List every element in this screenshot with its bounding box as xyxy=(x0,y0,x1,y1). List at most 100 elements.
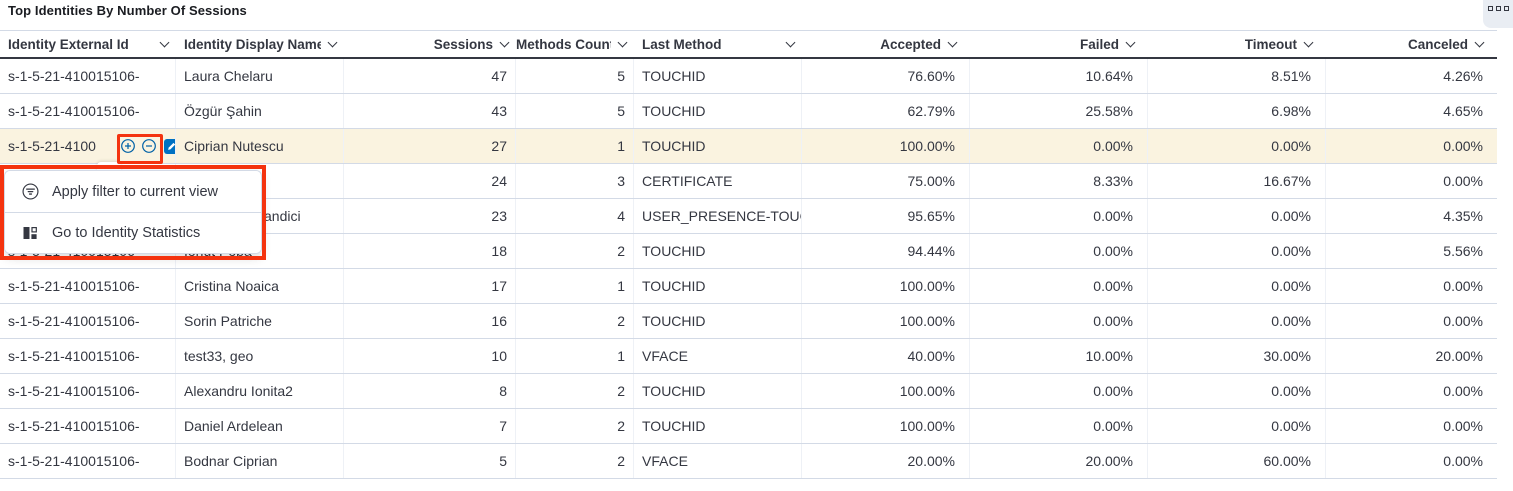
cell-canceled[interactable]: 0.00% xyxy=(1443,383,1483,399)
cell-display_name[interactable]: Daniel Ardelean xyxy=(176,409,344,443)
column-header-accepted[interactable]: Accepted xyxy=(802,31,970,57)
cell-accepted[interactable]: 100.00% xyxy=(802,304,970,338)
cell-sessions[interactable]: 47 xyxy=(344,59,516,93)
cell-sessions[interactable]: 16 xyxy=(344,304,516,338)
cell-timeout[interactable]: 16.67% xyxy=(1148,164,1326,198)
cell-accepted[interactable]: 100.00% xyxy=(802,269,970,303)
edit-pencil-icon[interactable] xyxy=(164,138,175,154)
cell-display_name[interactable]: Bodnar Ciprian xyxy=(176,444,344,478)
cell-failed[interactable]: 25.58% xyxy=(970,94,1148,128)
cell-sessions[interactable]: 18 xyxy=(344,234,516,268)
cell-display_name[interactable]: Ciprian Nutescu xyxy=(176,129,344,163)
column-header-canceled[interactable]: Canceled xyxy=(1326,31,1497,57)
cell-timeout[interactable]: 0.00% xyxy=(1148,199,1326,233)
column-header-display_name[interactable]: Identity Display Name xyxy=(176,31,344,57)
cell-timeout[interactable]: 0.00% xyxy=(1148,374,1326,408)
cell-display_name[interactable]: Alexandru Ionita2 xyxy=(176,374,344,408)
table-row[interactable]: s-1-5-21-410015106- Alexandru Ionita2 8 2 TO… xyxy=(0,374,1497,409)
cell-accepted[interactable]: 100.00% xyxy=(802,129,970,163)
cell-canceled[interactable]: 0.00% xyxy=(1443,453,1483,469)
cell-external_id[interactable]: s-1-5-21-410015106- xyxy=(0,94,176,128)
cell-last_method[interactable]: TOUCHID xyxy=(634,304,802,338)
cell-display_name[interactable]: andici xyxy=(176,199,344,233)
cell-external_id[interactable]: s-1-5-21-410015106- xyxy=(0,304,176,338)
cell-methods_count[interactable]: 5 xyxy=(516,94,634,128)
cell-display_name[interactable]: Özgür Şahin xyxy=(176,94,344,128)
cell-failed[interactable]: 0.00% xyxy=(970,304,1148,338)
cell-methods_count[interactable]: 5 xyxy=(516,59,634,93)
cell-methods_count[interactable]: 3 xyxy=(516,164,634,198)
cell-display_name[interactable]: test33, geo xyxy=(176,339,344,373)
cell-methods_count[interactable]: 2 xyxy=(516,409,634,443)
cell-timeout[interactable]: 0.00% xyxy=(1148,409,1326,443)
table-row[interactable]: s-1-5-21-410015106- Cristina Noaica 17 1 TOU… xyxy=(0,269,1497,304)
cell-sessions[interactable]: 17 xyxy=(344,269,516,303)
cell-accepted[interactable]: 100.00% xyxy=(802,409,970,443)
cell-last_method[interactable]: TOUCHID xyxy=(634,409,802,443)
cell-failed[interactable]: 10.64% xyxy=(970,59,1148,93)
cell-timeout[interactable]: 8.51% xyxy=(1148,59,1326,93)
cell-external_id[interactable]: s-1-5-21-410015106- xyxy=(0,444,176,478)
cell-canceled[interactable]: 0.00% xyxy=(1443,278,1483,294)
cell-methods_count[interactable]: 4 xyxy=(516,199,634,233)
cell-accepted[interactable]: 20.00% xyxy=(802,444,970,478)
cell-last_method[interactable]: TOUCHID xyxy=(634,234,802,268)
cell-methods_count[interactable]: 2 xyxy=(516,374,634,408)
cell-failed[interactable]: 20.00% xyxy=(970,444,1148,478)
cell-external_id[interactable]: s-1-5-21-4100 xyxy=(0,129,176,163)
cell-last_method[interactable]: TOUCHID xyxy=(634,94,802,128)
cell-timeout[interactable]: 0.00% xyxy=(1148,234,1326,268)
cell-timeout[interactable]: 0.00% xyxy=(1148,304,1326,338)
table-row[interactable]: s-1-5-21-410015106- Özgür Şahin 43 5 TOUCHID… xyxy=(0,94,1497,129)
table-row[interactable]: s-1-5-21-4100 Ciprian Nutescu 27 1 TOUCHID 10… xyxy=(0,129,1497,164)
cell-sessions[interactable]: 5 xyxy=(344,444,516,478)
cell-sessions[interactable]: 10 xyxy=(344,339,516,373)
cell-failed[interactable]: 0.00% xyxy=(970,374,1148,408)
cell-canceled[interactable]: 4.65% xyxy=(1443,103,1483,119)
cell-display_name[interactable]: Sorin Patriche xyxy=(176,304,344,338)
cell-canceled[interactable]: 0.00% xyxy=(1443,418,1483,434)
cell-failed[interactable]: 0.00% xyxy=(970,234,1148,268)
cell-sessions[interactable]: 27 xyxy=(344,129,516,163)
cell-methods_count[interactable]: 1 xyxy=(516,339,634,373)
cell-methods_count[interactable]: 1 xyxy=(516,269,634,303)
column-header-timeout[interactable]: Timeout xyxy=(1148,31,1326,57)
cell-display_name[interactable] xyxy=(176,164,344,198)
table-row[interactable]: s-1-5-21-410015106- Laura Chelaru 47 5 TOUCH… xyxy=(0,59,1497,94)
cell-timeout[interactable]: 0.00% xyxy=(1148,269,1326,303)
cell-external_id[interactable]: s-1-5-21-410015106- xyxy=(0,409,176,443)
table-row[interactable]: s-1-5-21-410015106- test33, geo 10 1 VFACE 40… xyxy=(0,339,1497,374)
cell-external_id[interactable]: s-1-5-21-410015106- xyxy=(0,269,176,303)
cell-last_method[interactable]: TOUCHID xyxy=(634,269,802,303)
cell-failed[interactable]: 0.00% xyxy=(970,269,1148,303)
cell-timeout[interactable]: 60.00% xyxy=(1148,444,1326,478)
cell-last_method[interactable]: VFACE xyxy=(634,444,802,478)
column-header-external_id[interactable]: Identity External Id xyxy=(0,31,176,57)
cell-timeout[interactable]: 6.98% xyxy=(1148,94,1326,128)
cell-failed[interactable]: 0.00% xyxy=(970,409,1148,443)
cell-display_name[interactable]: Cristina Noaica xyxy=(176,269,344,303)
table-row[interactable]: s-1-5-21-410015106- Bodnar Ciprian 5 2 VFACE… xyxy=(0,444,1497,479)
cell-timeout[interactable]: 30.00% xyxy=(1148,339,1326,373)
cell-display_name[interactable]: Laura Chelaru xyxy=(176,59,344,93)
filter-for-plus-icon[interactable] xyxy=(120,138,136,154)
cell-failed[interactable]: 0.00% xyxy=(970,199,1148,233)
cell-timeout[interactable]: 0.00% xyxy=(1148,129,1326,163)
cell-canceled[interactable]: 0.00% xyxy=(1443,173,1483,189)
cell-accepted[interactable]: 95.65% xyxy=(802,199,970,233)
cell-accepted[interactable]: 62.79% xyxy=(802,94,970,128)
cell-accepted[interactable]: 100.00% xyxy=(802,374,970,408)
cell-canceled[interactable]: 4.35% xyxy=(1443,208,1483,224)
cell-canceled[interactable]: 0.00% xyxy=(1443,138,1483,154)
cell-external_id[interactable]: s-1-5-21-410015106- xyxy=(0,374,176,408)
cell-last_method[interactable]: TOUCHID xyxy=(634,129,802,163)
context-menu-item-apply-filter[interactable]: Apply filter to current view xyxy=(5,171,261,212)
cell-sessions[interactable]: 43 xyxy=(344,94,516,128)
table-row[interactable]: s-1-5-21-410015106- Sorin Patriche 16 2 TOUC… xyxy=(0,304,1497,339)
column-header-last_method[interactable]: Last Method xyxy=(634,31,802,57)
cell-canceled[interactable]: 5.56% xyxy=(1443,243,1483,259)
cell-sessions[interactable]: 8 xyxy=(344,374,516,408)
cell-last_method[interactable]: CERTIFICATE xyxy=(634,164,802,198)
table-row[interactable]: s-1-5-21-410015106- Daniel Ardelean 7 2 TOUC… xyxy=(0,409,1497,444)
cell-canceled[interactable]: 20.00% xyxy=(1435,348,1483,364)
